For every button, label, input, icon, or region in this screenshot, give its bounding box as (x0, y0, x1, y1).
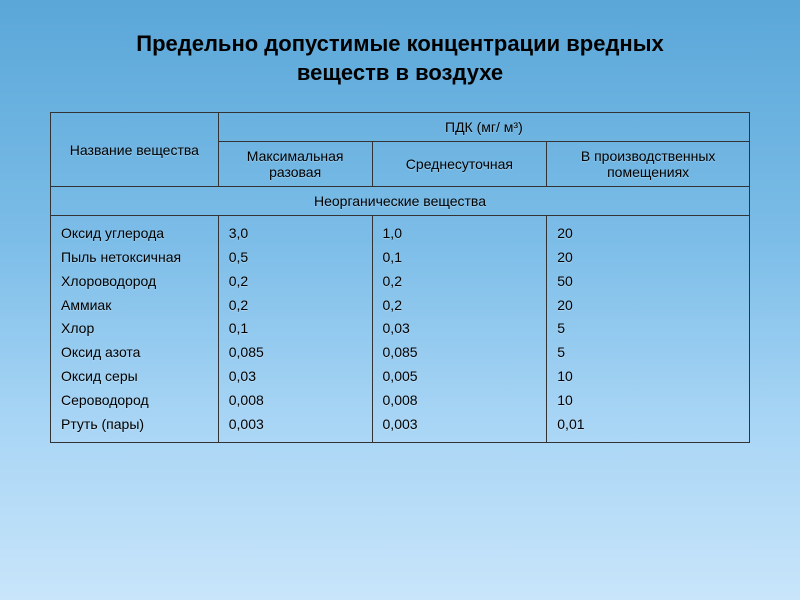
list-item: 0,008 (383, 389, 537, 413)
list-item: Оксид азота (61, 341, 208, 365)
header-max-single: Максимальная разовая (218, 142, 372, 187)
list-item: Оксид углерода (61, 222, 208, 246)
list-item: Аммиак (61, 294, 208, 318)
title-line1: Предельно допустимые концентрации вредны… (136, 31, 663, 56)
header-substance: Название вещества (51, 113, 219, 187)
list-item: 0,2 (229, 294, 362, 318)
list-item: 0,008 (229, 389, 362, 413)
list-item: Сероводород (61, 389, 208, 413)
list-item: 0,085 (383, 341, 537, 365)
list-item: Ртуть (пары) (61, 413, 208, 437)
pdk-table: Название вещества ПДК (мг/ м³) Максималь… (50, 112, 750, 443)
header-daily-avg: Среднесуточная (372, 142, 547, 187)
list-item: 0,2 (383, 294, 537, 318)
list-item: Оксид серы (61, 365, 208, 389)
list-item: Хлороводород (61, 270, 208, 294)
list-item: Хлор (61, 317, 208, 341)
header-industrial: В производственных помещениях (547, 142, 750, 187)
list-item: 20 (557, 246, 739, 270)
values-max-single: 3,00,50,20,20,10,0850,030,0080,003 (218, 216, 372, 443)
section-inorganic: Неорганические вещества (51, 187, 750, 216)
list-item: 5 (557, 317, 739, 341)
list-item: 10 (557, 389, 739, 413)
list-item: 0,085 (229, 341, 362, 365)
values-daily-avg: 1,00,10,20,20,030,0850,0050,0080,003 (372, 216, 547, 443)
list-item: 10 (557, 365, 739, 389)
list-item: 0,1 (229, 317, 362, 341)
list-item: 3,0 (229, 222, 362, 246)
list-item: 0,5 (229, 246, 362, 270)
list-item: 0,1 (383, 246, 537, 270)
list-item: 5 (557, 341, 739, 365)
list-item: 0,2 (229, 270, 362, 294)
title-line2: веществ в воздухе (297, 60, 503, 85)
list-item: Пыль нетоксичная (61, 246, 208, 270)
values-industrial: 202050205510100,01 (547, 216, 750, 443)
list-item: 0,005 (383, 365, 537, 389)
list-item: 1,0 (383, 222, 537, 246)
page-title: Предельно допустимые концентрации вредны… (50, 30, 750, 87)
list-item: 20 (557, 222, 739, 246)
list-item: 0,01 (557, 413, 739, 437)
list-item: 50 (557, 270, 739, 294)
list-item: 0,2 (383, 270, 537, 294)
list-item: 0,003 (383, 413, 537, 437)
substance-names: Оксид углеродаПыль нетоксичнаяХлороводор… (51, 216, 219, 443)
list-item: 0,03 (383, 317, 537, 341)
list-item: 0,03 (229, 365, 362, 389)
list-item: 0,003 (229, 413, 362, 437)
header-pdk: ПДК (мг/ м³) (218, 113, 749, 142)
list-item: 20 (557, 294, 739, 318)
